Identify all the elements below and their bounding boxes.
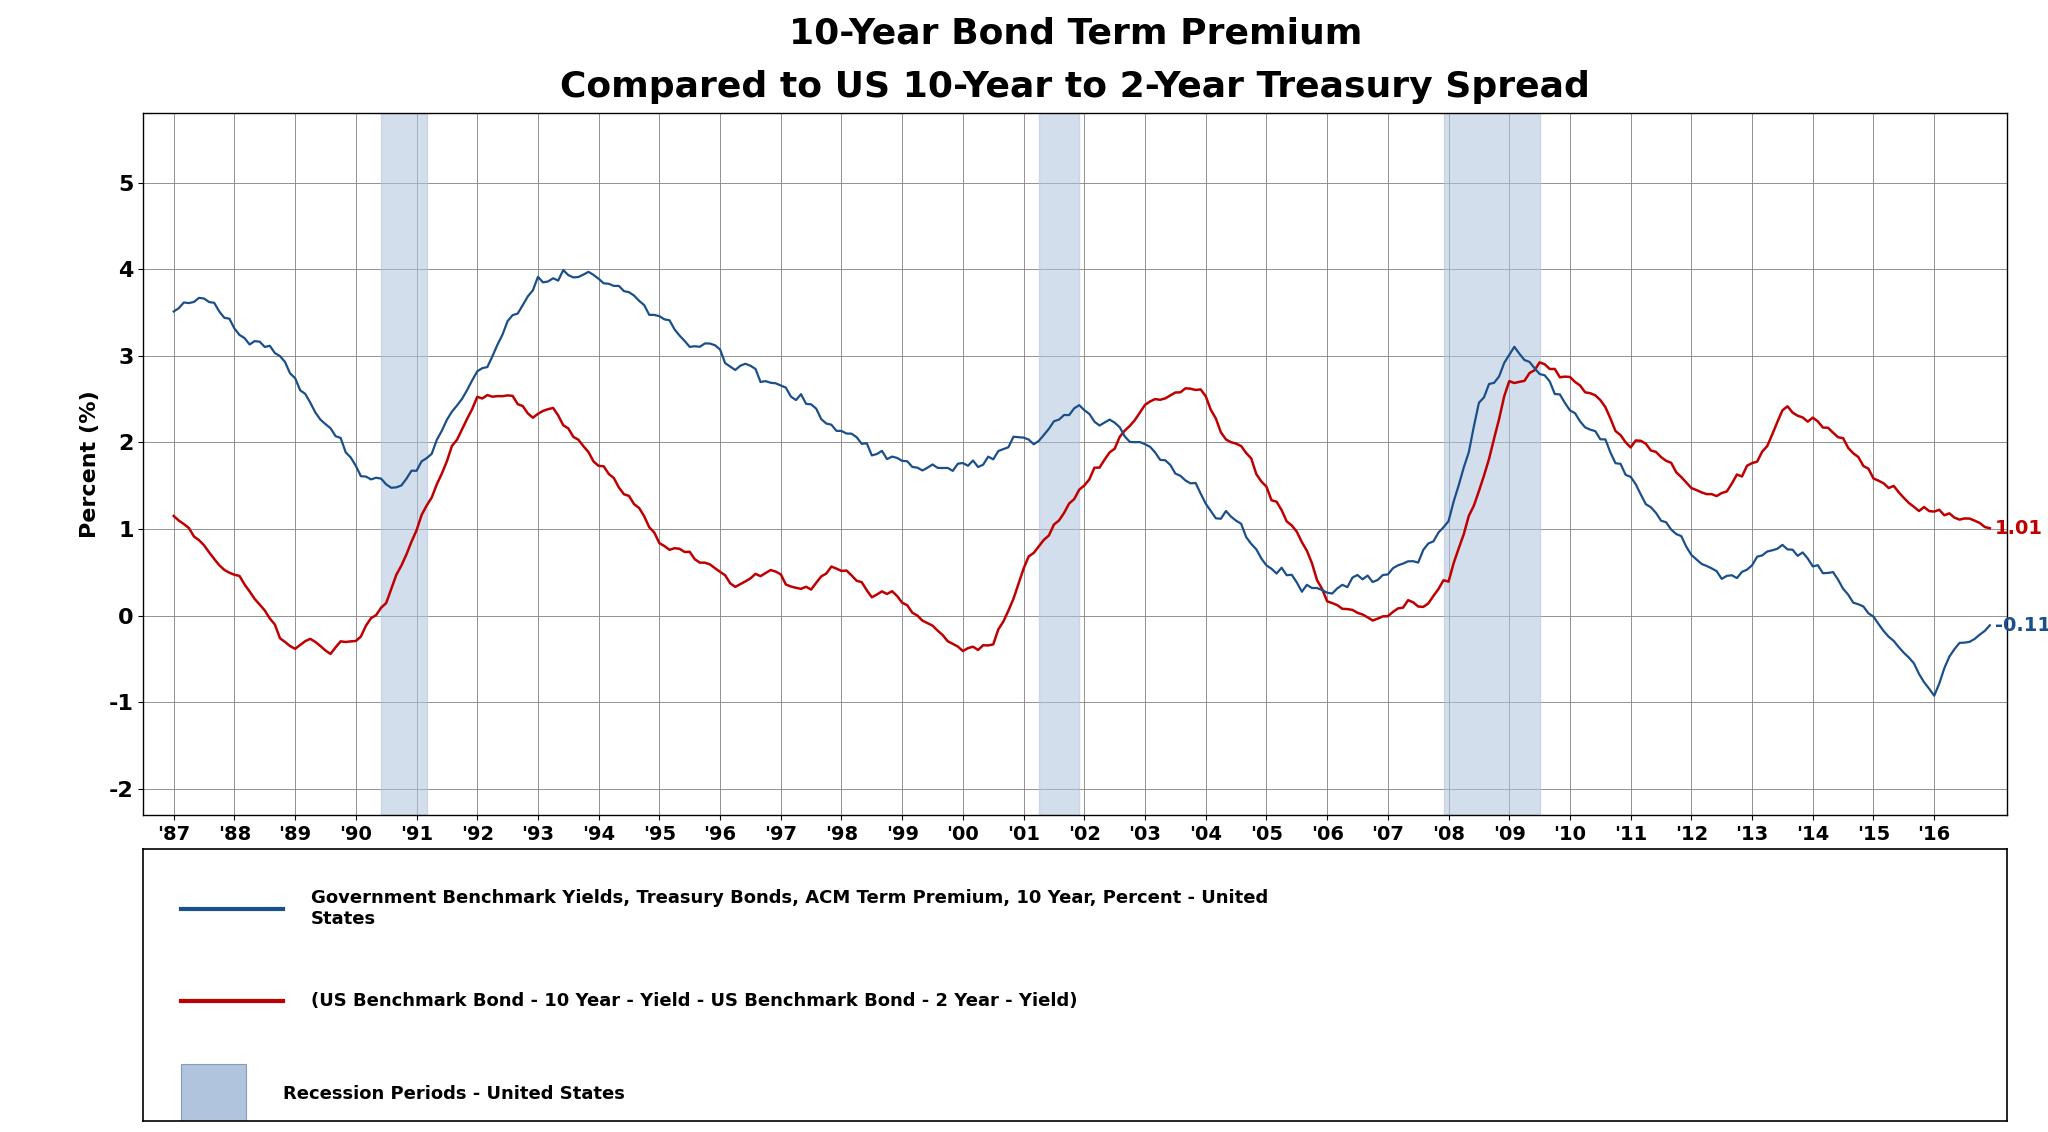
- Title: Governemnt Bonds
10-Year Bond Term Premium
Compared to US 10-Year to 2-Year Trea: Governemnt Bonds 10-Year Bond Term Premi…: [561, 0, 1589, 103]
- Text: (US Benchmark Bond - 10 Year - Yield - US Benchmark Bond - 2 Year - Yield): (US Benchmark Bond - 10 Year - Yield - U…: [311, 992, 1077, 1010]
- Text: -0.11: -0.11: [1995, 616, 2048, 635]
- Bar: [1038, 113, 1079, 815]
- Text: 1.01: 1.01: [1995, 518, 2042, 538]
- Bar: [1444, 113, 1540, 815]
- Bar: [180, 1064, 246, 1123]
- Bar: [381, 113, 426, 815]
- Y-axis label: Percent (%): Percent (%): [80, 391, 100, 538]
- Text: Recession Periods - United States: Recession Periods - United States: [283, 1084, 625, 1103]
- Text: Government Benchmark Yields, Treasury Bonds, ACM Term Premium, 10 Year, Percent : Government Benchmark Yields, Treasury Bo…: [311, 890, 1268, 928]
